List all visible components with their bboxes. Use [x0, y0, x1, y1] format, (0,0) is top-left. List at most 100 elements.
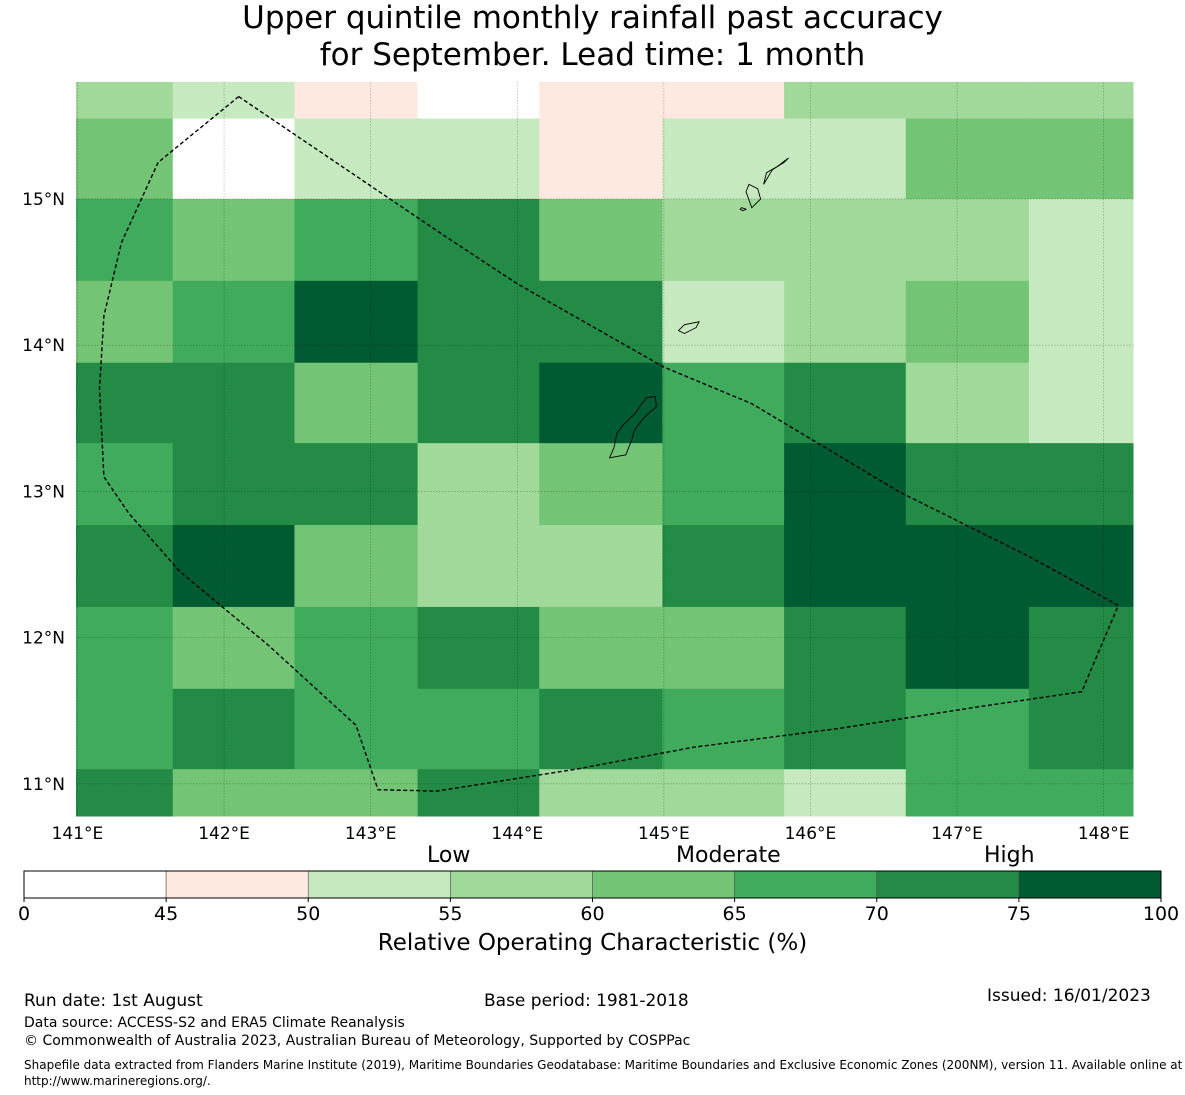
- island-outline: [608, 395, 657, 459]
- lat-tick-label: 15°N: [22, 190, 65, 210]
- lat-tick-label: 11°N: [22, 775, 65, 795]
- grid-cell: [417, 82, 540, 120]
- grid-cell: [539, 688, 663, 770]
- colorbar-tick-label: 65: [723, 903, 747, 925]
- grid-cell: [172, 280, 295, 364]
- category-label-high: High: [984, 843, 1035, 868]
- grid-cell: [905, 82, 1030, 120]
- grid-cell: [784, 280, 907, 364]
- grid-cell: [905, 280, 1030, 364]
- colorbar-tick-label: 0: [18, 903, 30, 925]
- map-title-line2: for September. Lead time: 1 month: [319, 37, 866, 73]
- island-outline: [763, 157, 789, 185]
- grid-cell: [905, 198, 1030, 282]
- grid-cell: [662, 362, 785, 444]
- colorbar-title: Relative Operating Characteristic (%): [377, 930, 808, 956]
- grid-cell: [662, 82, 785, 120]
- grid-cell: [539, 118, 663, 200]
- lat-tick-label: 12°N: [22, 629, 65, 649]
- grid-cell: [417, 688, 540, 770]
- base-period: Base period: 1981-2018: [484, 991, 689, 1011]
- grid-cell: [784, 118, 907, 200]
- colorbar-segment: [734, 870, 878, 899]
- eez-boundary-line: [98, 96, 1120, 792]
- grid-cell: [417, 280, 540, 364]
- grid-cell: [1028, 82, 1134, 120]
- grid-cell: [1028, 688, 1134, 770]
- colorbar-tick-label: 100: [1143, 903, 1179, 925]
- grid-cell: [539, 198, 663, 282]
- colorbar-tick-label: 75: [1007, 903, 1031, 925]
- issued-date: Issued: 16/01/2023: [987, 986, 1151, 1006]
- grid-cells: [76, 82, 1134, 817]
- grid-cell: [662, 769, 785, 817]
- colorbar-tick-label: 50: [296, 903, 320, 925]
- grid-cell: [905, 443, 1030, 526]
- lon-tick-label: 148°E: [1078, 824, 1130, 844]
- grid-cell: [294, 688, 419, 770]
- grid-cell: [294, 118, 419, 200]
- grid-cell: [172, 198, 295, 282]
- grid-cell: [905, 525, 1030, 608]
- grid-cell: [294, 606, 419, 690]
- grid-cell: [76, 443, 174, 526]
- grid-cell: [1028, 606, 1134, 690]
- colorbar-segment: [450, 870, 593, 899]
- shapefile-credit: Shapefile data extracted from Flanders M…: [24, 1058, 1183, 1088]
- lon-tick-label: 144°E: [491, 824, 543, 844]
- run-date: Run date: 1st August: [24, 991, 203, 1011]
- colorbar-tick-label: 55: [438, 903, 462, 925]
- grid-cell: [172, 362, 295, 444]
- grid-cell: [76, 525, 174, 608]
- lon-tick-label: 145°E: [638, 824, 690, 844]
- grid-cell: [662, 118, 785, 200]
- grid-cell: [76, 118, 174, 200]
- lon-tick-label: 143°E: [345, 824, 397, 844]
- grid-cell: [294, 525, 419, 608]
- map-title-line1: Upper quintile monthly rainfall past acc…: [242, 0, 943, 36]
- grid-cell: [784, 606, 907, 690]
- data-source: Data source: ACCESS-S2 and ERA5 Climate …: [24, 1015, 405, 1031]
- grid-cell: [294, 280, 419, 364]
- grid-cell: [172, 443, 295, 526]
- lat-tick-label: 13°N: [22, 482, 65, 502]
- grid-cell: [172, 118, 295, 200]
- grid-cell: [539, 525, 663, 608]
- grid-cell: [172, 606, 295, 690]
- grid-cell: [662, 443, 785, 526]
- grid-cell: [905, 118, 1030, 200]
- colorbar-tick-label: 70: [865, 903, 889, 925]
- lon-tick-label: 141°E: [52, 824, 104, 844]
- grid-cell: [539, 443, 663, 526]
- colorbar-segment: [1018, 870, 1162, 899]
- category-label-moderate: Moderate: [676, 843, 781, 868]
- lon-tick-label: 147°E: [931, 824, 983, 844]
- grid-cell: [905, 362, 1030, 444]
- category-label-low: Low: [427, 843, 471, 868]
- grid-cell: [784, 82, 907, 120]
- eez-boundary: [98, 96, 1120, 792]
- grid-cell: [76, 688, 174, 770]
- grid-cell: [76, 362, 174, 444]
- island-outline: [677, 321, 700, 335]
- grid-cell: [662, 525, 785, 608]
- grid-cell: [905, 769, 1030, 817]
- grid-cell: [662, 198, 785, 282]
- colorbar-segment: [23, 870, 167, 899]
- copyright: © Commonwealth of Australia 2023, Austra…: [24, 1033, 691, 1049]
- colorbar-segment: [165, 870, 309, 899]
- grid-cell: [1028, 525, 1134, 608]
- island-outline: [739, 207, 748, 212]
- grid-cell: [76, 280, 174, 364]
- colorbar-segment: [876, 870, 1020, 899]
- grid-cell: [539, 280, 663, 364]
- grid-cell: [539, 82, 663, 120]
- grid-cell: [417, 769, 540, 817]
- grid-cell: [784, 198, 907, 282]
- grid-cell: [1028, 280, 1134, 364]
- grid-cell: [662, 688, 785, 770]
- grid-cell: [172, 525, 295, 608]
- grid-cell: [1028, 443, 1134, 526]
- graticule: [76, 82, 1133, 816]
